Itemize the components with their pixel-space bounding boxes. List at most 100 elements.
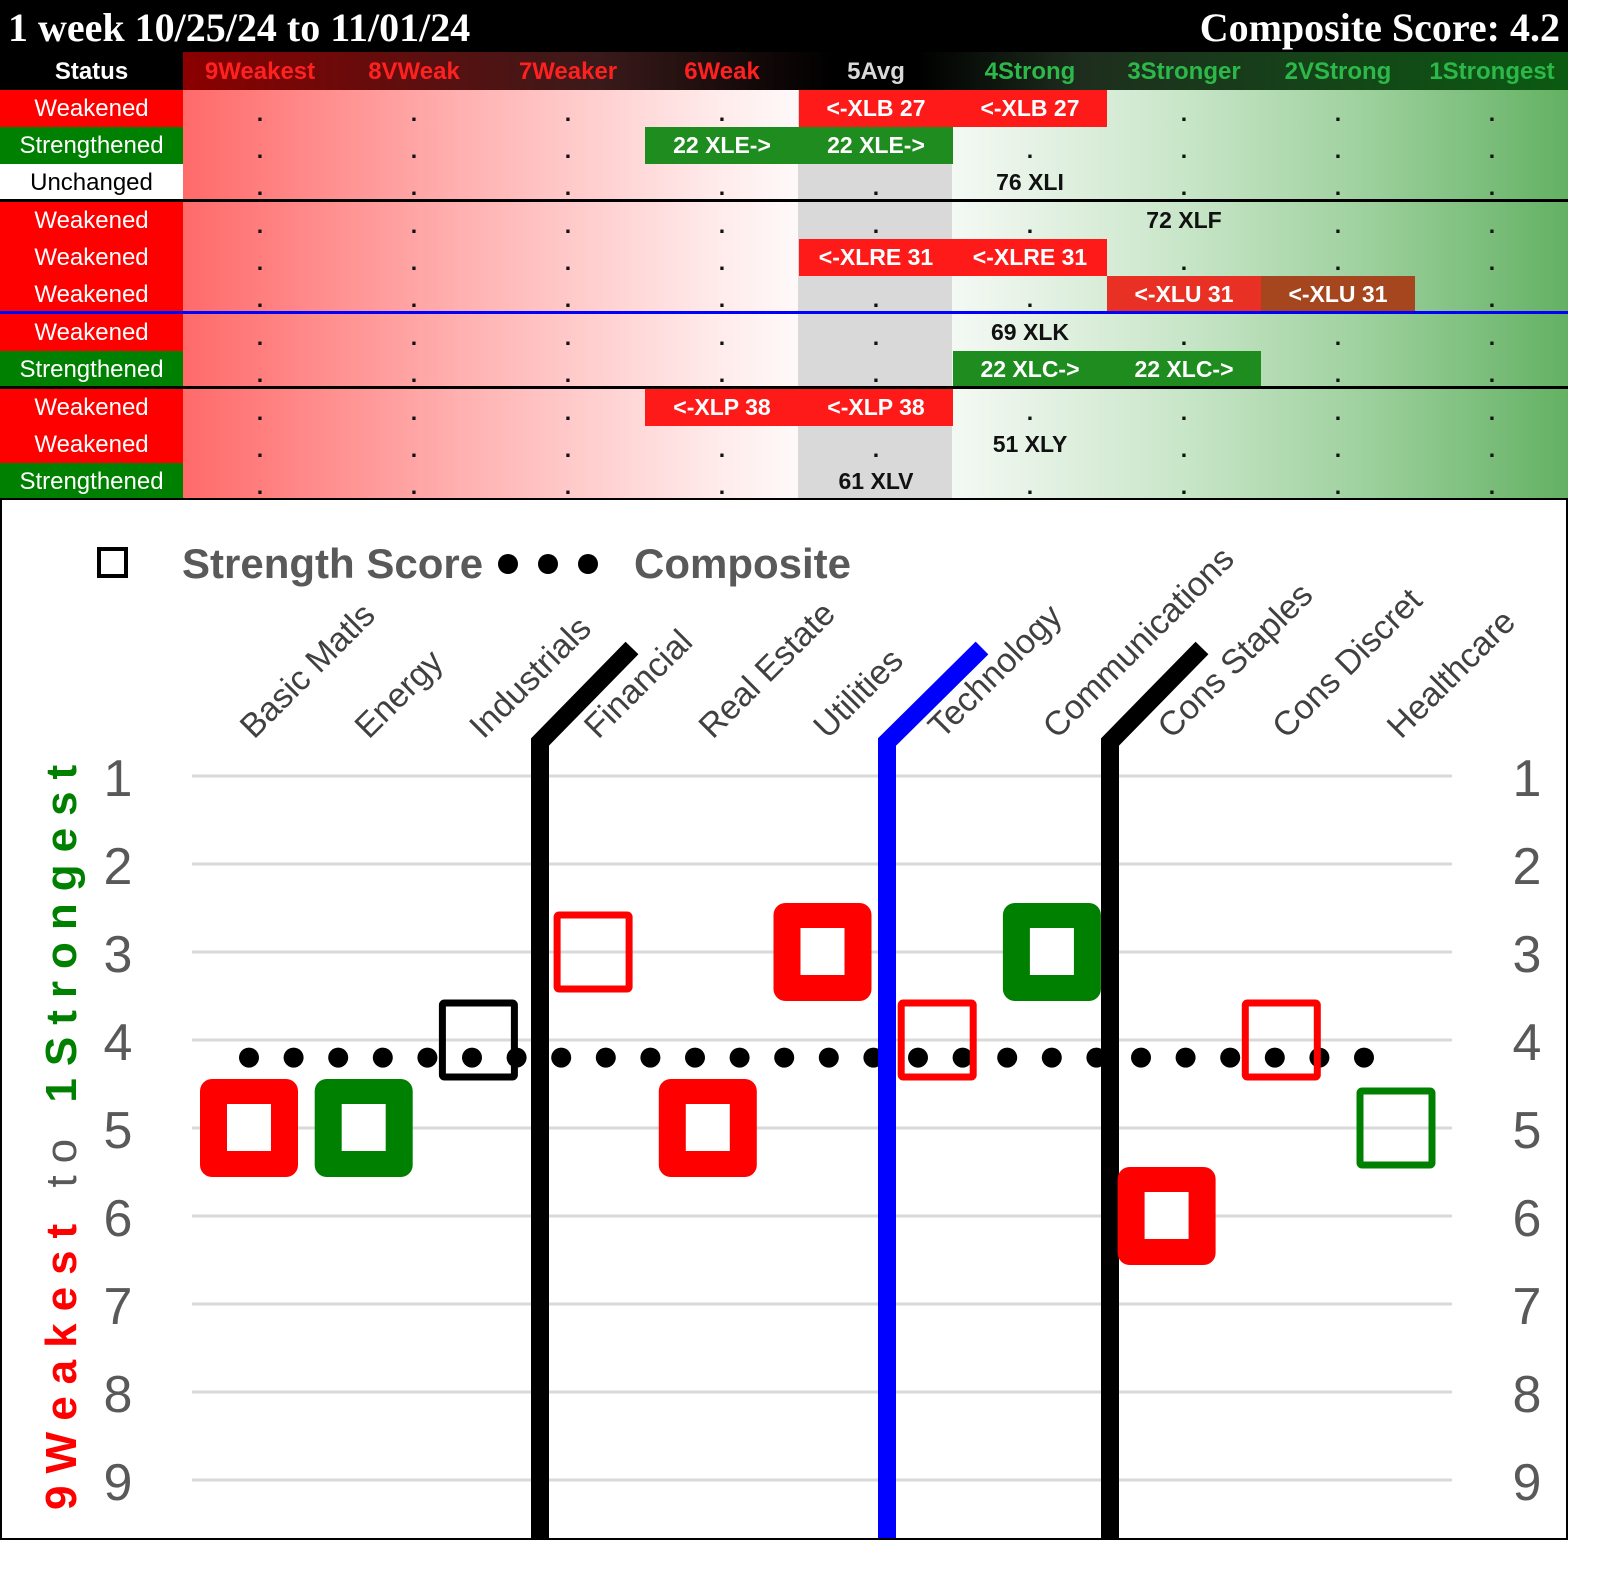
row-group-divider bbox=[0, 498, 1568, 501]
strength-marker bbox=[438, 999, 518, 1081]
empty-cell: . bbox=[256, 473, 264, 499]
empty-cell: . bbox=[256, 249, 264, 275]
empty-cell: . bbox=[410, 399, 418, 425]
status-cell: Weakened bbox=[0, 314, 183, 351]
ticker-cell: <-XLP 38 bbox=[645, 389, 799, 426]
legend-composite-label: Composite bbox=[634, 540, 851, 587]
strength-marker-hole bbox=[1144, 1192, 1189, 1239]
status-cell: Weakened bbox=[0, 90, 183, 127]
strength-marker-hole bbox=[227, 1104, 271, 1151]
y-axis-title: 9Weakest to 1Strongest bbox=[37, 753, 86, 1510]
y-tick-left: 6 bbox=[104, 1190, 133, 1248]
status-cell: Weakened bbox=[0, 202, 183, 239]
empty-cell: . bbox=[410, 286, 418, 312]
empty-cell: . bbox=[872, 174, 880, 200]
empty-cell: . bbox=[1180, 249, 1188, 275]
composite-dot bbox=[372, 1047, 393, 1068]
composite-score: Composite Score: 4.2 bbox=[1199, 5, 1560, 50]
status-cell: Strengthened bbox=[0, 463, 183, 500]
empty-cell: . bbox=[410, 324, 418, 350]
column-header: 6Weak bbox=[684, 58, 760, 85]
empty-cell: . bbox=[256, 137, 264, 163]
ticker-cell: 72 XLF bbox=[1146, 207, 1222, 233]
empty-cell: . bbox=[1488, 436, 1496, 462]
empty-cell: . bbox=[564, 473, 572, 499]
empty-cell: . bbox=[1026, 137, 1034, 163]
row-group-divider bbox=[0, 199, 1568, 202]
empty-cell: . bbox=[718, 100, 726, 126]
empty-cell: . bbox=[1334, 137, 1342, 163]
strength-marker-hole bbox=[800, 928, 845, 975]
empty-cell: . bbox=[564, 286, 572, 312]
status-cell: Strengthened bbox=[0, 351, 183, 388]
empty-cell: . bbox=[410, 174, 418, 200]
y-tick-left: 2 bbox=[104, 838, 133, 896]
empty-cell: . bbox=[1026, 473, 1034, 499]
empty-cell: . bbox=[410, 473, 418, 499]
y-tick-left: 4 bbox=[104, 1014, 133, 1072]
legend-strength-label: Strength Score bbox=[182, 540, 483, 587]
y-tick-right: 9 bbox=[1513, 1454, 1542, 1512]
composite-dot bbox=[640, 1047, 661, 1068]
strength-marker-hole bbox=[1029, 928, 1074, 975]
status-cell: Weakened bbox=[0, 389, 183, 426]
status-cell: Unchanged bbox=[0, 164, 183, 201]
strength-chart: 1 1 2 2 3 3 4 4 5 5 6 6 7 7 8 8 9 9 9Weakest to 1Strongest… bbox=[0, 500, 1568, 1540]
y-tick-right: 7 bbox=[1513, 1278, 1542, 1336]
empty-cell: . bbox=[1180, 137, 1188, 163]
column-header: 4Strong bbox=[984, 58, 1076, 85]
empty-cell: . bbox=[1334, 436, 1342, 462]
title-bar: 1 week 10/25/24 to 11/01/24 Composite Sc… bbox=[0, 0, 1568, 52]
empty-cell: . bbox=[564, 399, 572, 425]
empty-cell: . bbox=[718, 212, 726, 238]
category-label: Industrials bbox=[462, 609, 598, 745]
composite-dot bbox=[1175, 1047, 1196, 1068]
strength-marker-hole bbox=[685, 1104, 730, 1151]
empty-cell: . bbox=[256, 436, 264, 462]
empty-cell: . bbox=[1488, 399, 1496, 425]
y-tick-right: 5 bbox=[1513, 1102, 1542, 1160]
empty-cell: . bbox=[564, 324, 572, 350]
composite-dot bbox=[685, 1047, 705, 1068]
empty-cell: . bbox=[1334, 361, 1342, 387]
composite-dot bbox=[1041, 1047, 1062, 1068]
empty-cell: . bbox=[1180, 473, 1188, 499]
empty-cell: . bbox=[718, 436, 726, 462]
composite-dot bbox=[283, 1047, 304, 1068]
empty-cell: . bbox=[564, 137, 572, 163]
composite-dot bbox=[595, 1047, 616, 1068]
empty-cell: . bbox=[1488, 100, 1496, 126]
sector-group-divider bbox=[878, 641, 989, 1540]
empty-cell: . bbox=[1334, 249, 1342, 275]
ticker-cell: 51 XLY bbox=[992, 431, 1068, 457]
legend-square-icon bbox=[97, 547, 128, 578]
empty-cell: . bbox=[564, 212, 572, 238]
composite-dot bbox=[417, 1047, 438, 1068]
legend-dot-icon bbox=[578, 554, 598, 574]
composite-dot bbox=[774, 1047, 795, 1068]
empty-cell: . bbox=[256, 324, 264, 350]
empty-cell: . bbox=[1488, 324, 1496, 350]
ticker-cell: <-XLP 38 bbox=[799, 389, 953, 426]
empty-cell: . bbox=[564, 361, 572, 387]
ticker-cell: 22 XLE-> bbox=[645, 127, 799, 164]
empty-cell: . bbox=[410, 212, 418, 238]
empty-cell: . bbox=[410, 436, 418, 462]
ticker-cell: 22 XLC-> bbox=[953, 351, 1107, 388]
y-tick-left: 8 bbox=[104, 1366, 133, 1424]
legend-dot-icon bbox=[498, 554, 518, 574]
empty-cell: . bbox=[256, 212, 264, 238]
empty-cell: . bbox=[1334, 100, 1342, 126]
y-tick-right: 8 bbox=[1513, 1366, 1542, 1424]
composite-dot bbox=[239, 1047, 259, 1068]
empty-cell: . bbox=[718, 249, 726, 275]
ticker-cell: 76 XLI bbox=[996, 169, 1064, 195]
empty-cell: . bbox=[1334, 399, 1342, 425]
composite-dot bbox=[952, 1047, 973, 1068]
ticker-cell: 22 XLC-> bbox=[1107, 351, 1261, 388]
period-title: 1 week 10/25/24 to 11/01/24 bbox=[8, 5, 471, 50]
strength-marker bbox=[1241, 999, 1321, 1081]
empty-cell: . bbox=[1180, 100, 1188, 126]
ticker-cell: <-XLRE 31 bbox=[953, 239, 1107, 276]
strength-marker bbox=[553, 911, 633, 993]
